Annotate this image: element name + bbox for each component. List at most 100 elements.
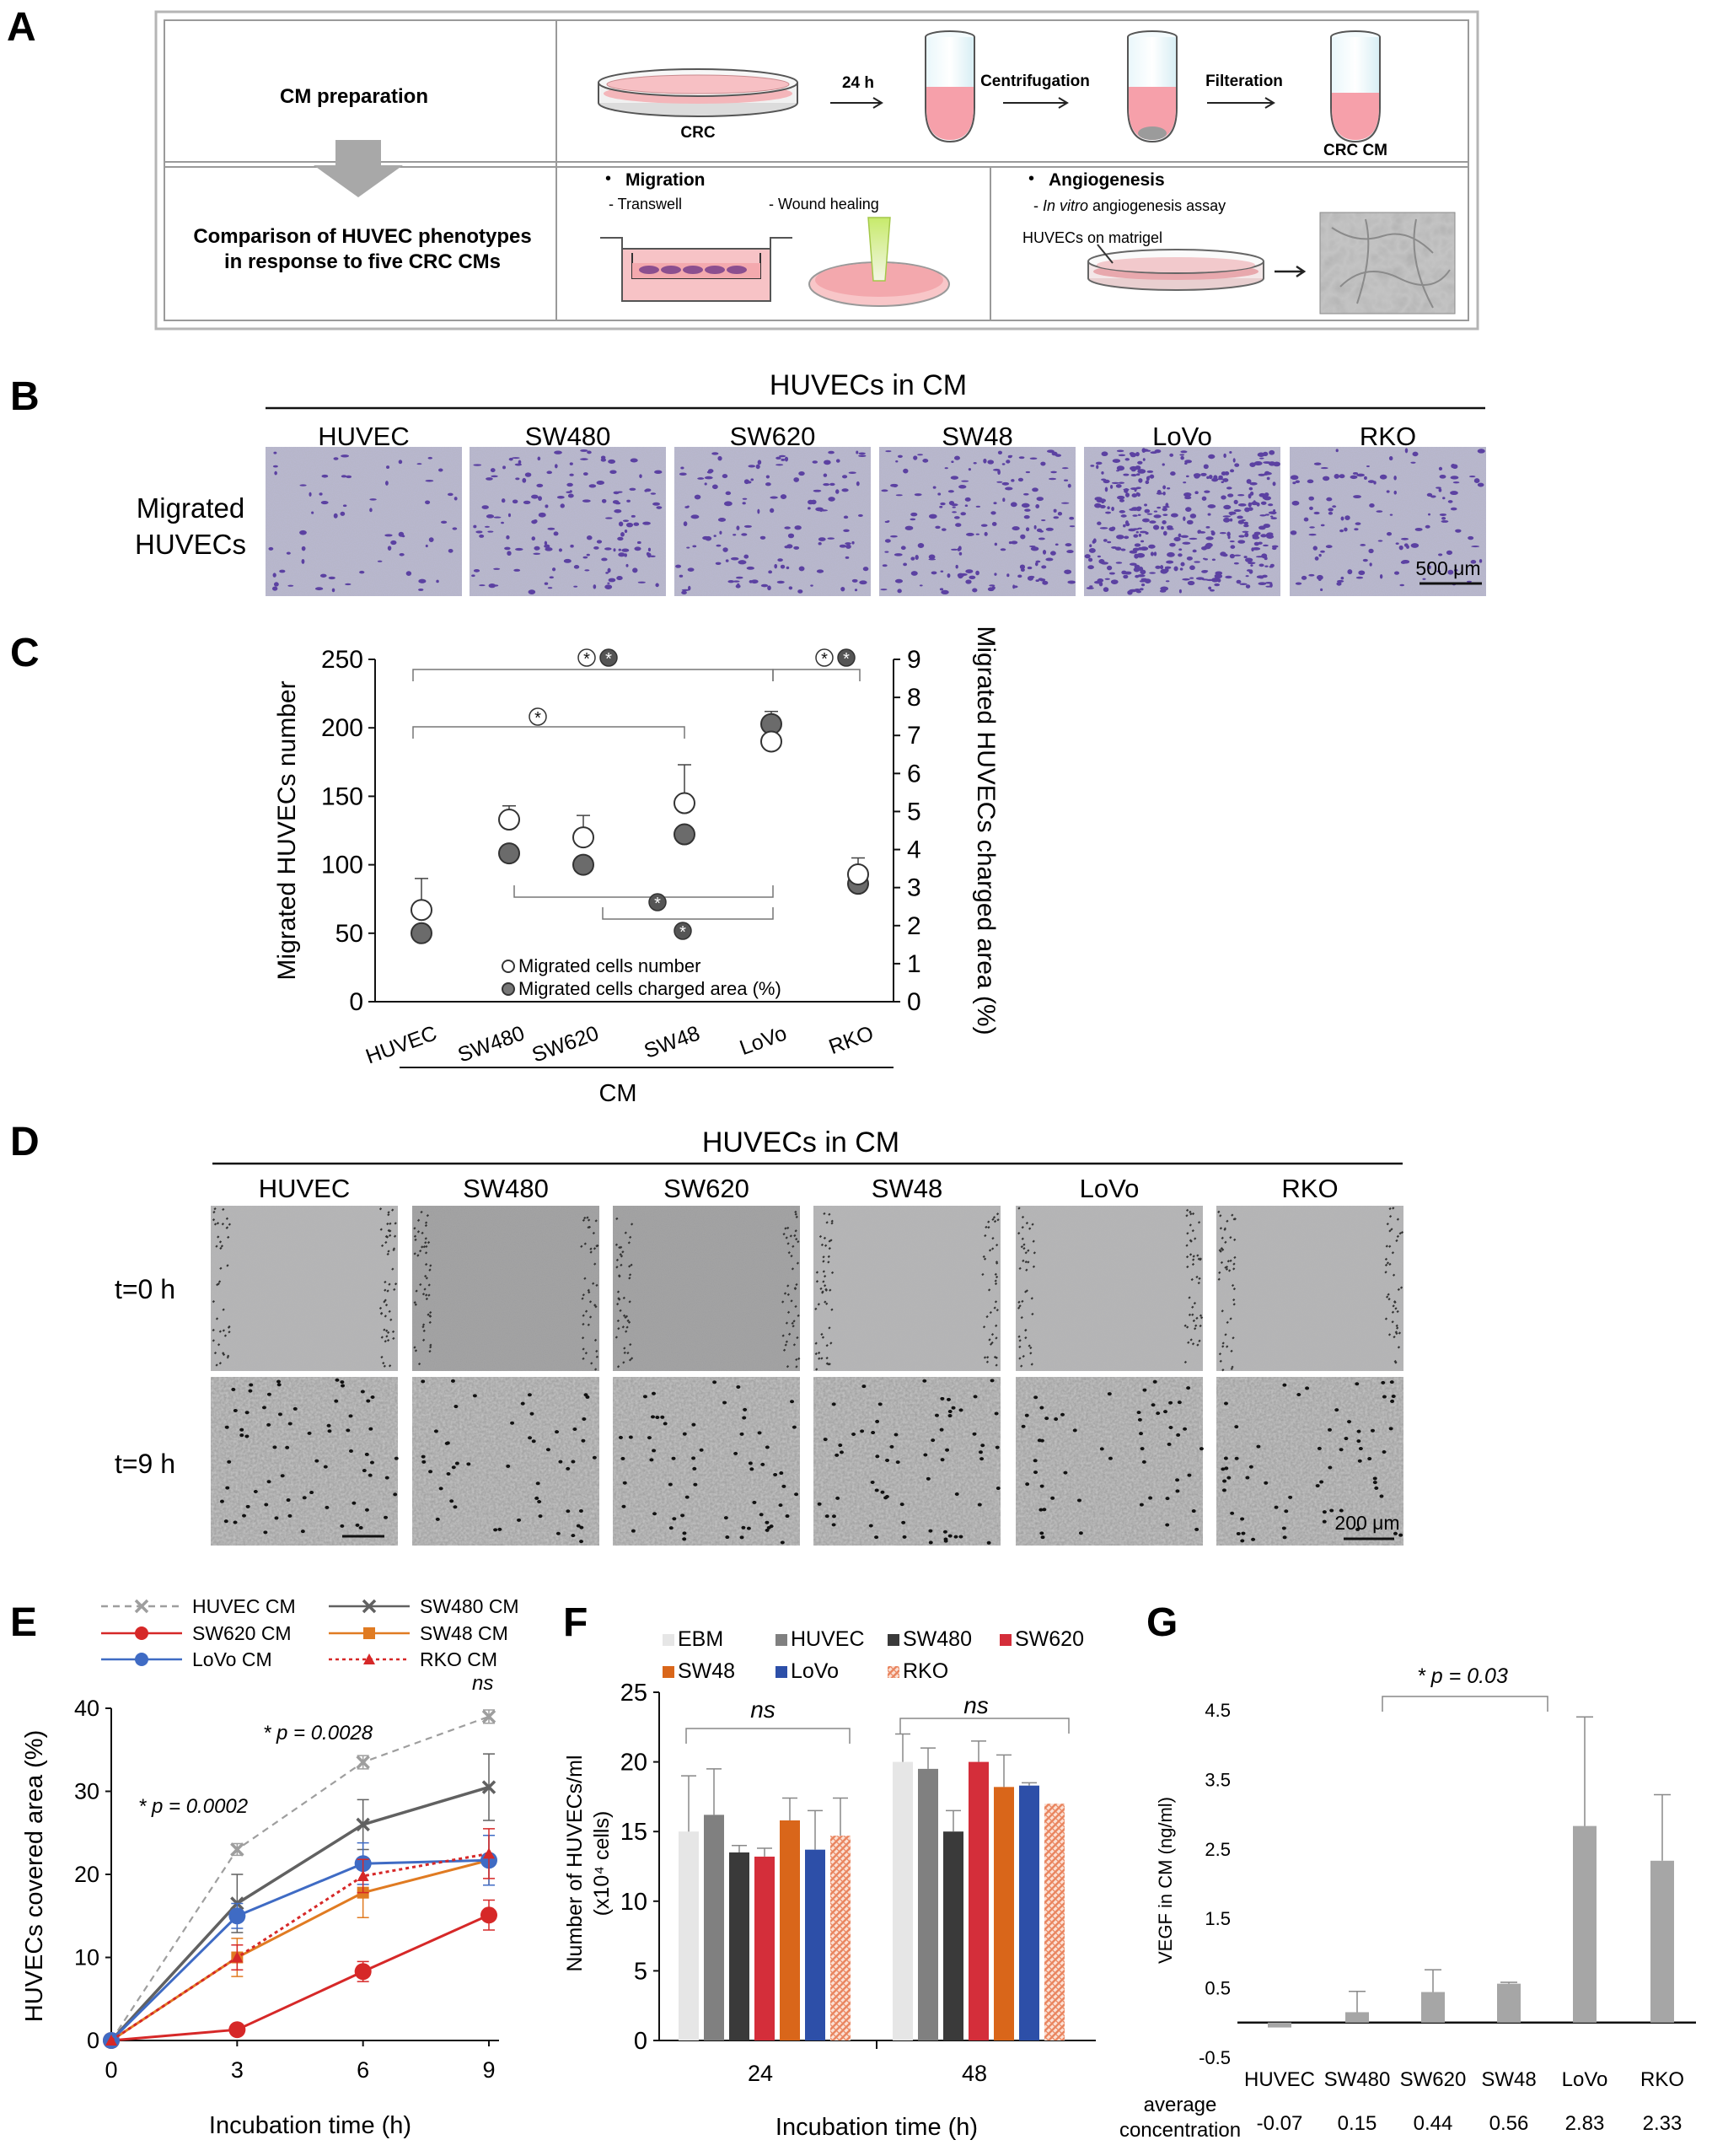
cm-preparation-label: CM preparation [280, 85, 428, 108]
wound-micrograph-t9 [613, 1377, 800, 1546]
series-path [110, 1858, 490, 2042]
transwell-micrograph [879, 447, 1076, 596]
y-tick-label: 0 [634, 2028, 647, 2055]
error-bar [895, 1733, 910, 1762]
value-label: 2.83 [1565, 2112, 1605, 2135]
tube-icon [925, 30, 975, 143]
y-tick-label: 4.5 [1205, 1700, 1231, 1721]
crc-label: CRC [680, 124, 715, 142]
wound-micrograph-t0 [412, 1206, 599, 1371]
y-axis-label: Number of HUVECs/ml [563, 1755, 587, 1972]
legend-label: SW48 [678, 1659, 735, 1683]
bar [1497, 1983, 1521, 2023]
x-tick-label: HUVEC [1244, 2068, 1315, 2091]
series-line [105, 1834, 495, 2046]
significance-bracket [412, 669, 774, 681]
svg-text:*: * [679, 923, 686, 942]
data-point [481, 1780, 496, 1794]
x-tick-label: 9 [482, 2057, 495, 2083]
column-label: RKO [1360, 422, 1416, 451]
x-axis-label: Incubation time (h) [775, 2114, 978, 2141]
legend-label: SW480 [903, 1627, 972, 1651]
significance-star: * [529, 707, 547, 728]
y-tick-label: 10 [620, 1889, 647, 1916]
wound-healing-dish-icon [808, 217, 950, 307]
transwell-micrograph [674, 447, 871, 596]
legend-label: SW480 CM [420, 1595, 519, 1617]
y-axis-label: HUVECs covered area (%) [21, 1730, 48, 2023]
series-line [103, 1899, 497, 2049]
error-bar [1654, 1793, 1671, 1861]
in-vitro-assay-label: - In vitro angiogenesis assay [1033, 197, 1226, 214]
error-bar [1022, 1782, 1037, 1786]
bar [893, 1761, 913, 2040]
number-point [572, 826, 594, 849]
panel-letter-c: C [10, 631, 40, 675]
significance-annotation: ns [963, 1692, 989, 1718]
data-point [134, 1599, 149, 1614]
panel-d-header: HUVECs in CM [702, 1126, 899, 1159]
legend-label: Migrated cells charged area (%) [518, 978, 781, 999]
x-tick-label: 48 [962, 2061, 987, 2086]
significance-annotation: * p = 0.0002 [138, 1795, 248, 1818]
x-tick-label: HUVEC [362, 1021, 440, 1068]
bar [1421, 1992, 1445, 2023]
panel-letter-g: G [1146, 1600, 1178, 1645]
bar [1573, 1825, 1597, 2023]
data-point [481, 1709, 496, 1724]
y-tick-label: 5 [634, 1958, 647, 1985]
data-point [135, 1653, 148, 1666]
data-point [231, 1951, 244, 1963]
comparison-label-line1: Comparison of HUVEC phenotypes [193, 225, 531, 248]
y-tick-label: 20 [620, 1750, 647, 1777]
legend-label: Migrated cells number [518, 955, 700, 976]
svg-text:*: * [843, 650, 850, 669]
y-tick-label: 25 [620, 1680, 647, 1707]
row-label-line2: HUVECs [135, 529, 246, 560]
y-tick-label: 50 [335, 920, 363, 948]
panel-letter-b: B [10, 374, 40, 419]
panel-letter-e: E [10, 1600, 37, 1645]
legend-swatch [888, 1634, 899, 1646]
series-line [105, 1828, 495, 2046]
legend-swatch [502, 960, 515, 973]
legend-swatch [775, 1634, 787, 1646]
wound-micrograph-t9 [211, 1377, 399, 1546]
y-tick-label: 250 [321, 646, 363, 674]
legend-label: HUVEC [791, 1627, 865, 1651]
error-bar [1349, 1990, 1366, 2013]
y-tick-label: 3.5 [1205, 1769, 1231, 1790]
transwell-micrograph [266, 447, 462, 596]
y2-tick-label: 8 [907, 684, 921, 712]
bar [994, 1787, 1014, 2040]
y2-tick-label: 5 [907, 798, 921, 825]
column-label: SW48 [942, 422, 1012, 451]
legend-label: HUVEC CM [192, 1595, 296, 1617]
x-tick-label: SW620 [1400, 2068, 1467, 2091]
transwell-micrograph [1290, 447, 1486, 596]
y-axis-label: (x10⁴ cells) [590, 1811, 614, 1917]
legend-label: LoVo [791, 1659, 839, 1683]
error-bar [681, 1775, 696, 1832]
down-arrow-icon [314, 140, 403, 197]
data-point [105, 2035, 117, 2046]
panel-e-line-chart: 0 10 20 30 40 0 3 6 9 Incubation time (h) HUVECs c… [21, 1595, 519, 2139]
significance-bracket [1382, 1696, 1548, 1712]
row-label: average [1144, 2094, 1217, 2116]
data-point [362, 1599, 377, 1614]
row-label: t=0 h [115, 1274, 175, 1304]
column-label: SW48 [872, 1174, 942, 1203]
bar [679, 1831, 699, 2040]
error-bar [996, 1754, 1012, 1788]
series-line [104, 1753, 496, 2048]
column-label: SW480 [525, 422, 611, 451]
error-bar [1576, 1716, 1593, 1826]
x-tick-label: LoVo [737, 1021, 790, 1060]
y-tick-label: 0 [87, 2028, 99, 2053]
error-bar [971, 1740, 986, 1762]
x-tick-label: 3 [231, 2057, 244, 2083]
panel-a-schematic: CM preparation Comparison of HUVEC pheno… [154, 10, 1479, 331]
y2-axis-label: Migrated HUVECs charged area (%) [972, 626, 1000, 1035]
petri-dish-icon [598, 68, 798, 117]
data-point [356, 1817, 370, 1832]
